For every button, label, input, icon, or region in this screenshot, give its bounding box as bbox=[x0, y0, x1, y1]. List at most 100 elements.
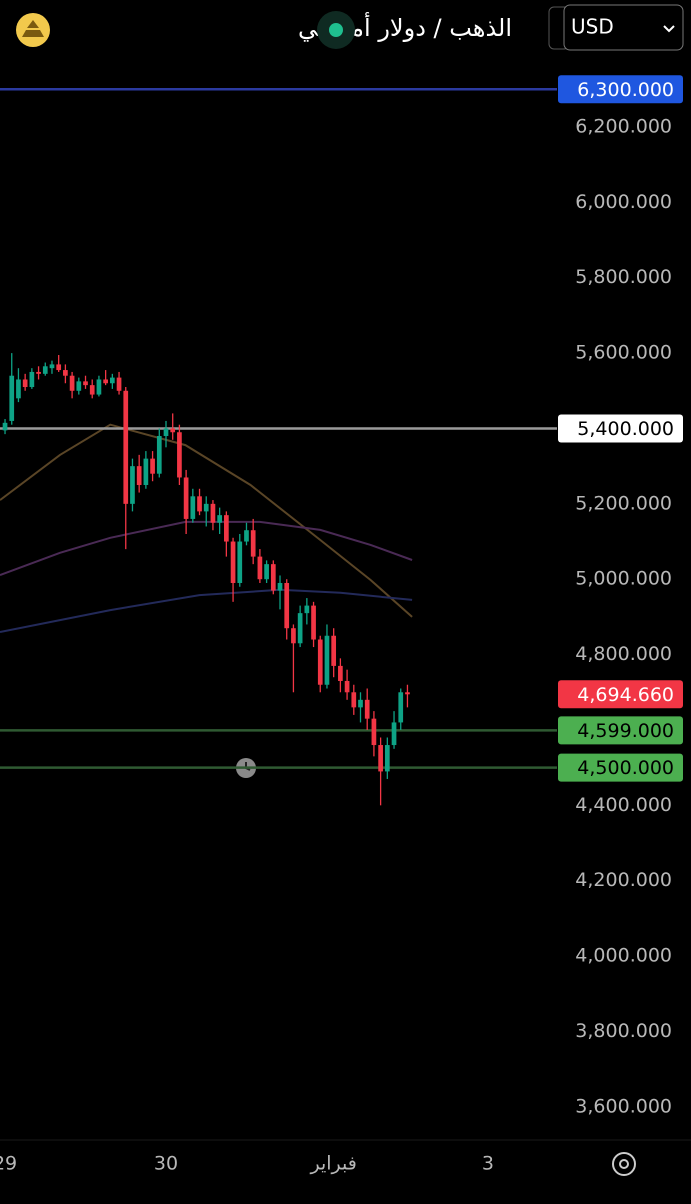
candle-body bbox=[378, 745, 383, 772]
candle-body bbox=[69, 375, 75, 391]
candle-body bbox=[150, 458, 155, 474]
y-tick-label: 5,000.000 bbox=[575, 568, 672, 590]
candle-body bbox=[304, 605, 310, 614]
candle-body bbox=[170, 428, 176, 433]
candle-body bbox=[22, 379, 28, 388]
y-tick-label: 3,800.000 bbox=[575, 1020, 672, 1042]
currency-label: USD bbox=[571, 15, 614, 39]
candle-body bbox=[324, 635, 330, 685]
candle-body bbox=[284, 582, 290, 629]
x-tick-label: فبراير bbox=[309, 1153, 356, 1175]
candle-body bbox=[83, 381, 88, 386]
price-line-label: 4,500.000 bbox=[577, 757, 674, 779]
price-line-label: 6,300.000 bbox=[577, 79, 674, 101]
price-line-label-box bbox=[558, 753, 683, 782]
candle-body bbox=[270, 564, 276, 591]
candle-body bbox=[29, 371, 35, 388]
price-line-label-box bbox=[558, 716, 683, 745]
candle-body bbox=[197, 496, 202, 512]
candle-body bbox=[217, 515, 222, 523]
candle-body bbox=[56, 364, 62, 371]
candle-body bbox=[130, 466, 135, 504]
candle-body bbox=[116, 377, 122, 391]
candle-body bbox=[244, 530, 249, 542]
candle-body bbox=[203, 503, 209, 512]
candle-body bbox=[344, 680, 350, 693]
moving-average bbox=[0, 520, 413, 577]
candle-body bbox=[297, 613, 303, 644]
candle-body bbox=[351, 692, 357, 708]
candle-body bbox=[76, 381, 82, 391]
x-tick-label: 3 bbox=[482, 1153, 494, 1175]
candle-body bbox=[36, 371, 41, 374]
candle-body bbox=[210, 503, 216, 523]
candle-body bbox=[358, 699, 363, 708]
candle-body bbox=[89, 385, 95, 395]
y-tick-label: 4,200.000 bbox=[575, 869, 672, 891]
candle-body bbox=[371, 718, 377, 746]
candle-body bbox=[16, 379, 21, 399]
y-tick-label: 5,600.000 bbox=[575, 342, 672, 364]
candle-body bbox=[364, 699, 370, 719]
y-tick-label: 4,000.000 bbox=[575, 945, 672, 967]
candle-body bbox=[264, 564, 269, 580]
y-tick-label: 6,200.000 bbox=[575, 115, 672, 137]
price-line-label: 4,599.000 bbox=[577, 720, 674, 742]
candle-body bbox=[123, 390, 129, 504]
moving-average bbox=[0, 423, 413, 618]
candle-body bbox=[250, 530, 256, 557]
candle-body bbox=[163, 428, 169, 437]
candle-body bbox=[9, 375, 15, 421]
candle-body bbox=[63, 370, 68, 376]
candle-body bbox=[2, 422, 8, 431]
settings-icon-center bbox=[619, 1159, 629, 1169]
candle-body bbox=[49, 364, 55, 369]
candle-body bbox=[405, 692, 410, 695]
candle-body bbox=[183, 477, 189, 519]
y-tick-label: 5,800.000 bbox=[575, 266, 672, 288]
settings-icon[interactable] bbox=[612, 1152, 636, 1176]
candle-body bbox=[103, 379, 108, 384]
y-tick-label: 5,200.000 bbox=[575, 492, 672, 514]
candle-body bbox=[384, 745, 390, 772]
moving-average bbox=[0, 588, 413, 633]
candle-body bbox=[277, 582, 283, 591]
candle-body bbox=[257, 556, 263, 580]
candle-body bbox=[291, 628, 296, 644]
candle-body bbox=[190, 496, 196, 519]
x-tick-label: 30 bbox=[154, 1153, 178, 1175]
candle-body bbox=[331, 635, 337, 666]
candle-body bbox=[237, 541, 243, 583]
candle-body bbox=[42, 366, 48, 374]
y-tick-label: 6,000.000 bbox=[575, 191, 672, 213]
y-tick-label: 4,800.000 bbox=[575, 643, 672, 665]
y-tick-label: 4,400.000 bbox=[575, 794, 672, 816]
candle-body bbox=[338, 665, 343, 681]
price-line-label: 5,400.000 bbox=[577, 418, 674, 440]
candle-body bbox=[224, 515, 229, 542]
candle-body bbox=[96, 379, 102, 395]
candle-body bbox=[156, 436, 162, 474]
price-line-label-box bbox=[558, 414, 683, 443]
currency-dropdown[interactable] bbox=[563, 4, 684, 51]
x-tick-label: 29 bbox=[0, 1153, 17, 1175]
candle-body bbox=[391, 722, 397, 746]
status-dot bbox=[329, 23, 343, 37]
price-line-label-box bbox=[558, 75, 683, 104]
last-price-box bbox=[558, 680, 683, 709]
dropdown-chevron bbox=[663, 25, 675, 33]
candle-body bbox=[109, 377, 115, 384]
last-price-label: 4,694.660 bbox=[577, 684, 674, 706]
gold-icon-glyph bbox=[22, 20, 44, 37]
candle-body bbox=[136, 466, 142, 486]
candle-body bbox=[317, 639, 323, 685]
candle-body bbox=[230, 541, 236, 583]
y-tick-label: 3,600.000 bbox=[575, 1095, 672, 1117]
candle-body bbox=[143, 458, 149, 486]
candle-body bbox=[311, 605, 316, 640]
candle-body bbox=[177, 432, 182, 478]
candle-body bbox=[398, 692, 404, 723]
